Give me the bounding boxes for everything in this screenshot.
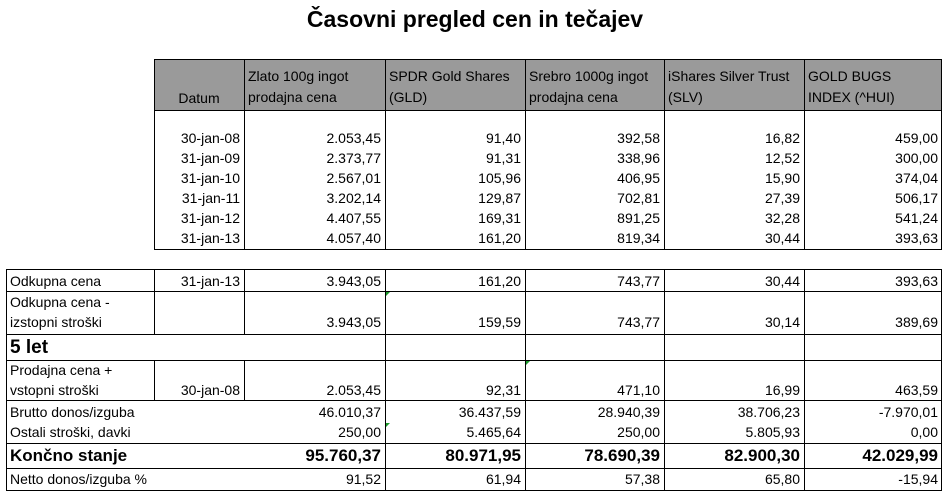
- value-cell: 2.373,77: [326, 150, 382, 166]
- value-cell: 92,31: [485, 382, 521, 398]
- value-cell: 46.010,37: [318, 404, 381, 420]
- value-cell: 27,39: [764, 190, 800, 206]
- value-cell: 5.805,93: [745, 424, 801, 440]
- value-cell: 506,17: [895, 190, 938, 206]
- history-date: 31-jan-12: [180, 210, 240, 226]
- value-cell: 30,14: [764, 314, 800, 330]
- value-cell: 389,69: [895, 314, 938, 330]
- history-date: 31-jan-11: [181, 190, 240, 206]
- value-cell: 91,31: [485, 150, 521, 166]
- history-date: 31-jan-13: [180, 230, 240, 246]
- value-cell: 91,52: [345, 471, 381, 487]
- value-cell: 3.943,05: [326, 273, 382, 289]
- value-cell: 12,52: [764, 150, 800, 166]
- value-cell: -15,94: [898, 471, 938, 487]
- value-cell: 3.202,14: [326, 190, 382, 206]
- summary-table: [6, 269, 942, 491]
- prodajna-label: Prodajna cena + vstopni stroški: [10, 362, 113, 398]
- value-cell: 374,04: [895, 170, 938, 186]
- history-table: [154, 59, 942, 250]
- value-cell: 5.465,64: [466, 424, 522, 440]
- value-cell: 338,96: [617, 150, 660, 166]
- value-cell: 300,00: [895, 150, 938, 166]
- value-cell: 250,00: [617, 424, 660, 440]
- history-date: 31-jan-09: [180, 150, 240, 166]
- header-hui: GOLD BUGS INDEX (^HUI): [808, 68, 895, 105]
- value-cell: 82.900,30: [724, 446, 800, 465]
- value-cell: 819,34: [617, 230, 660, 246]
- koncno-label: Končno stanje: [10, 446, 128, 465]
- value-cell: 42.029,99: [862, 446, 938, 465]
- header-silver-ingot: Srebro 1000g ingot prodajna cena: [529, 68, 649, 105]
- netto-label: Netto donos/izguba %: [10, 471, 147, 487]
- value-cell: 393,63: [895, 273, 938, 289]
- value-cell: 2.053,45: [326, 130, 382, 146]
- cell-marker-icon: [526, 361, 530, 365]
- value-cell: 4.057,40: [326, 230, 382, 246]
- value-cell: 32,28: [764, 210, 800, 226]
- value-cell: 743,77: [617, 273, 660, 289]
- value-cell: 406,95: [617, 170, 660, 186]
- ostali-label: Ostali stroški, davki: [10, 424, 131, 440]
- value-cell: 161,20: [478, 230, 521, 246]
- header-datum: Datum: [178, 90, 220, 106]
- value-cell: 161,20: [478, 273, 521, 289]
- history-date: 31-jan-10: [180, 170, 240, 186]
- history-date: 30-jan-08: [180, 130, 240, 146]
- odkupna-date: 31-jan-13: [180, 273, 240, 289]
- header-gld: SPDR Gold Shares (GLD): [389, 68, 510, 105]
- value-cell: 129,87: [478, 190, 521, 206]
- odkupna-label: Odkupna cena: [10, 273, 102, 289]
- header-gold-ingot: Zlato 100g ingot prodajna cena: [248, 68, 349, 105]
- header-slv: iShares Silver Trust (SLV): [668, 68, 790, 105]
- value-cell: 80.971,95: [445, 446, 521, 465]
- value-cell: 891,25: [617, 210, 660, 226]
- value-cell: 36.437,59: [458, 404, 521, 420]
- value-cell: 0,00: [910, 424, 938, 440]
- value-cell: 16,99: [764, 382, 800, 398]
- value-cell: 30,44: [764, 230, 800, 246]
- value-cell: 91,40: [485, 130, 521, 146]
- value-cell: 471,10: [617, 382, 660, 398]
- value-cell: 743,77: [617, 314, 660, 330]
- odkupna-stroski-label: Odkupna cena - izstopni stroški: [10, 294, 110, 330]
- value-cell: 38.706,23: [737, 404, 800, 420]
- prodajna-date: 30-jan-08: [180, 382, 240, 398]
- value-cell: 61,94: [485, 471, 521, 487]
- section-label: 5 let: [10, 337, 49, 358]
- value-cell: -7.970,01: [878, 404, 938, 420]
- brutto-label: Brutto donos/izguba: [10, 404, 135, 420]
- value-cell: 393,63: [895, 230, 938, 246]
- value-cell: 2.053,45: [326, 382, 382, 398]
- value-cell: 169,31: [478, 210, 521, 226]
- value-cell: 78.690,39: [584, 446, 660, 465]
- value-cell: 57,38: [624, 471, 660, 487]
- value-cell: 28.940,39: [597, 404, 660, 420]
- value-cell: 459,00: [895, 130, 938, 146]
- header-row: [154, 59, 942, 111]
- value-cell: 2.567,01: [326, 170, 382, 186]
- value-cell: 4.407,55: [326, 210, 382, 226]
- cell-marker-icon: [386, 292, 390, 296]
- value-cell: 250,00: [338, 424, 381, 440]
- value-cell: 65,80: [764, 471, 800, 487]
- cell-marker-icon: [386, 423, 390, 427]
- page-title: Časovni pregled cen in tečajev: [306, 6, 644, 32]
- value-cell: 541,24: [895, 210, 938, 226]
- value-cell: 3.943,05: [326, 314, 382, 330]
- value-cell: 392,58: [617, 130, 660, 146]
- value-cell: 16,82: [764, 130, 800, 146]
- value-cell: 463,59: [895, 382, 938, 398]
- value-cell: 105,96: [478, 170, 521, 186]
- value-cell: 30,44: [764, 273, 800, 289]
- value-cell: 95.760,37: [305, 446, 381, 465]
- value-cell: 159,59: [478, 314, 521, 330]
- value-cell: 15,90: [764, 170, 800, 186]
- value-cell: 702,81: [617, 190, 660, 206]
